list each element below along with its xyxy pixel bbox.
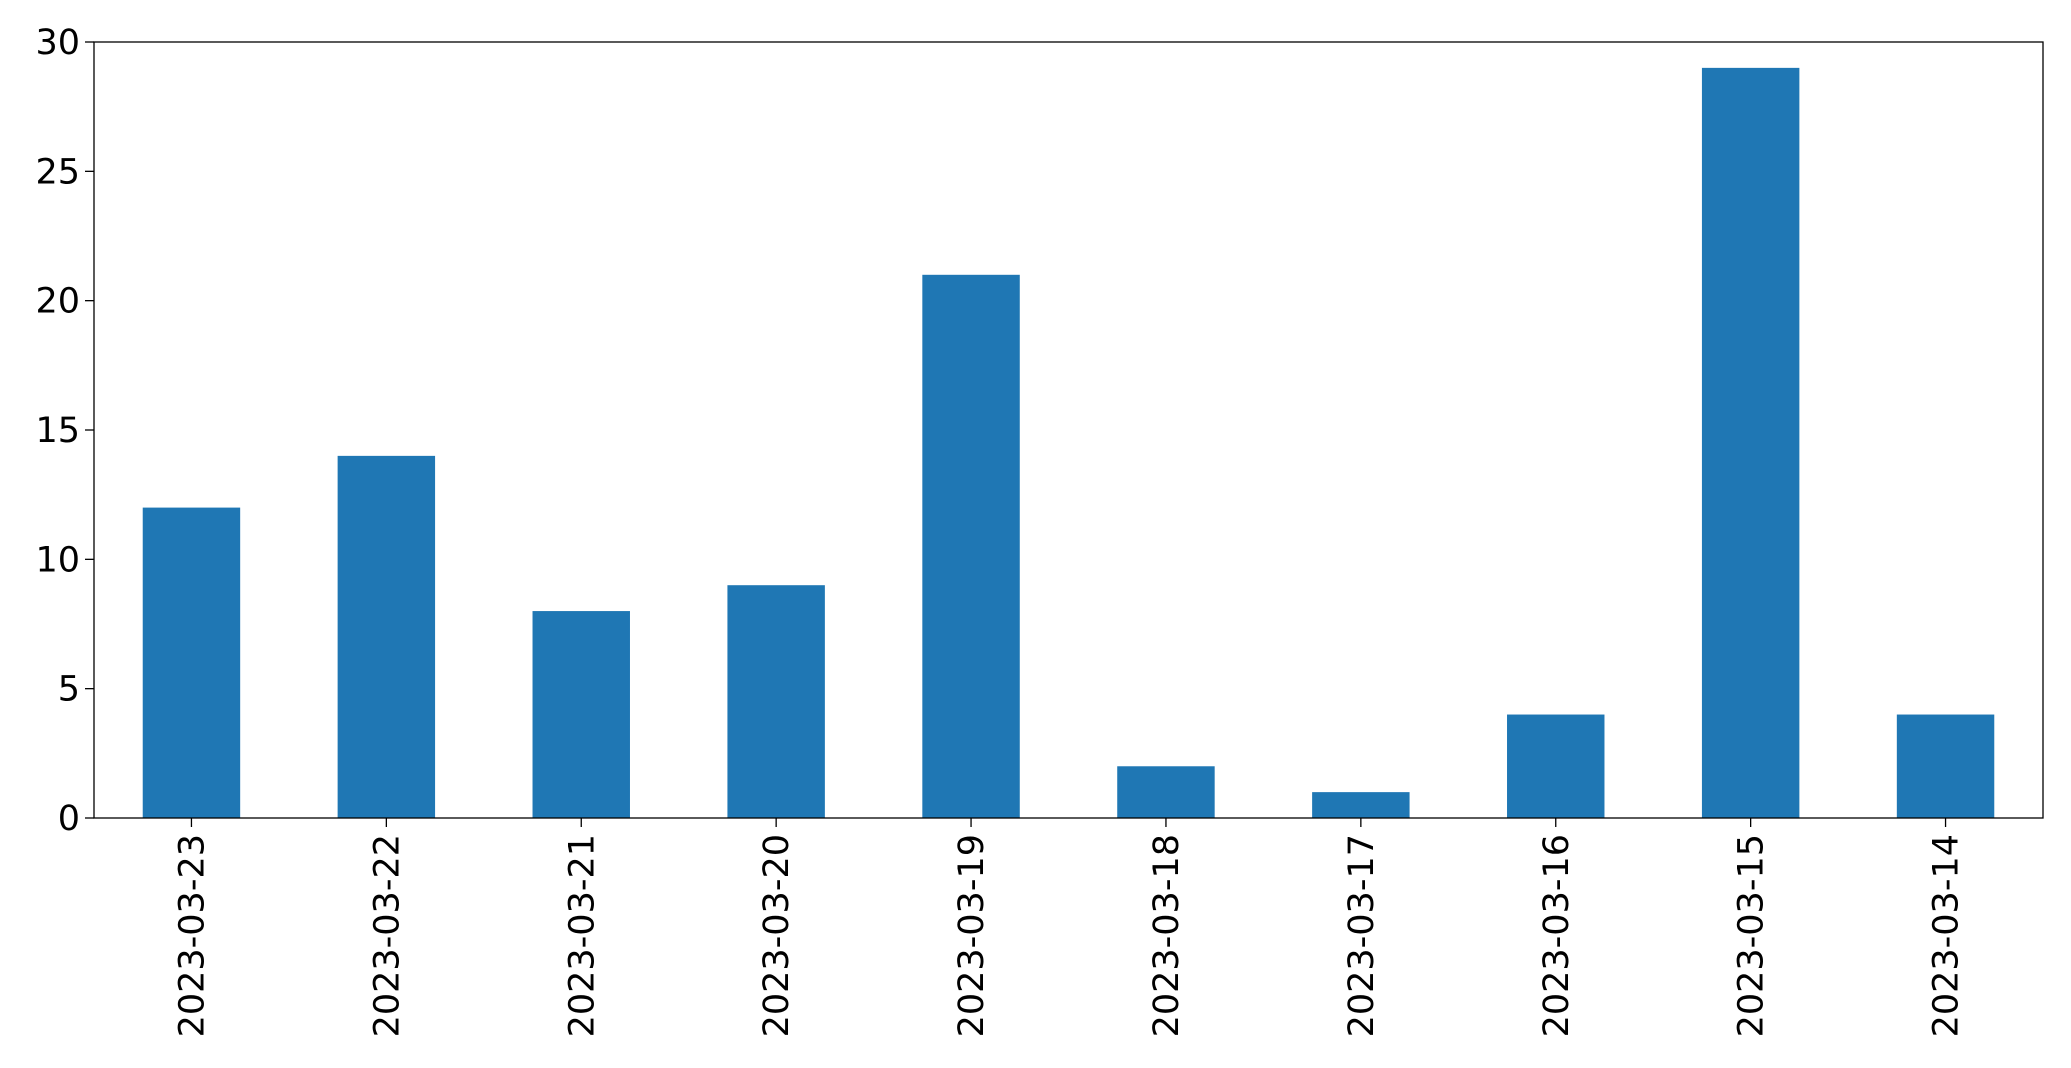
x-tick-label: 2023-03-20 bbox=[757, 834, 797, 1037]
x-axis: 2023-03-23 2023-03-22 2023-03-21 2023-03-20… bbox=[172, 818, 1967, 1037]
bar-2023-03-23 bbox=[142, 507, 241, 818]
bar-2023-03-22 bbox=[337, 455, 436, 818]
y-tick-label: 5 bbox=[58, 670, 80, 710]
x-tick-label: 2023-03-18 bbox=[1147, 834, 1187, 1037]
x-tick-label: 2023-03-16 bbox=[1537, 834, 1577, 1037]
y-tick-label: 0 bbox=[58, 799, 80, 839]
bar-2023-03-19 bbox=[922, 274, 1020, 818]
bar-2023-03-20 bbox=[727, 585, 825, 818]
bars-group bbox=[142, 67, 1995, 818]
y-tick-label: 25 bbox=[35, 152, 80, 192]
bar-2023-03-17 bbox=[1312, 792, 1410, 818]
x-tick-label: 2023-03-22 bbox=[367, 834, 407, 1037]
y-axis: 0 5 10 15 20 25 30 bbox=[35, 23, 94, 839]
y-tick-label: 15 bbox=[35, 411, 80, 451]
plot-frame bbox=[93, 41, 2044, 819]
bar-2023-03-15 bbox=[1701, 67, 1800, 818]
x-tick-label: 2023-03-15 bbox=[1732, 834, 1772, 1037]
x-tick-label: 2023-03-23 bbox=[172, 834, 212, 1037]
x-tick-label: 2023-03-17 bbox=[1342, 834, 1382, 1037]
y-tick-label: 20 bbox=[35, 282, 80, 322]
x-tick-label: 2023-03-21 bbox=[562, 834, 602, 1037]
x-tick-label: 2023-03-14 bbox=[1927, 834, 1967, 1037]
bar-2023-03-18 bbox=[1117, 766, 1215, 818]
y-tick-label: 30 bbox=[35, 23, 80, 63]
bar-2023-03-21 bbox=[532, 611, 630, 818]
y-tick-label: 10 bbox=[35, 540, 80, 580]
bar-2023-03-16 bbox=[1507, 714, 1605, 818]
bar-2023-03-14 bbox=[1896, 714, 1995, 818]
x-tick-label: 2023-03-19 bbox=[952, 834, 992, 1037]
